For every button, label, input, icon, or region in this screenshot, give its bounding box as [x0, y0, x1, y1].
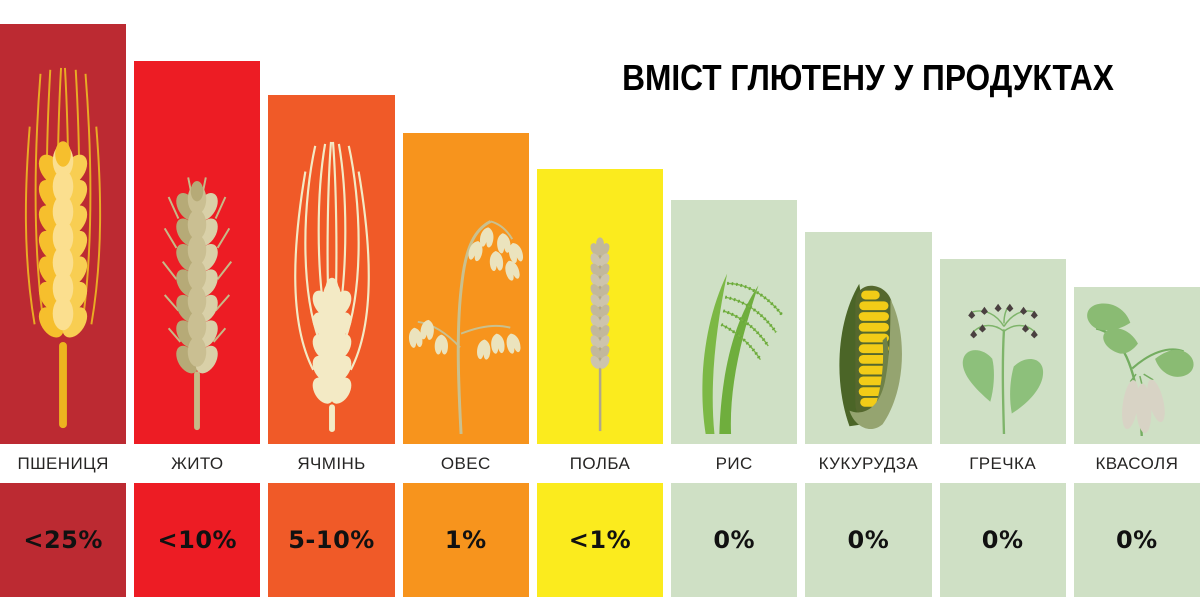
product-label: ОВЕС — [440, 453, 491, 473]
gluten-value-box: <10% — [134, 483, 261, 597]
gluten-bar — [671, 200, 798, 444]
gluten-value-box: 0% — [1073, 483, 1200, 597]
gluten-bar — [402, 133, 530, 444]
gluten-bar — [1073, 287, 1200, 444]
page-title: ВМІСТ ГЛЮТЕНУ У ПРОДУКТАХ — [622, 57, 1114, 98]
corn-icon — [805, 278, 932, 434]
gluten-value: 0% — [713, 526, 756, 554]
gluten-value: 0% — [847, 526, 890, 554]
gluten-value-box: 1% — [402, 483, 529, 597]
product-label: ГРЕЧКА — [969, 453, 1037, 473]
gluten-value: 1% — [444, 526, 487, 554]
product-label: КУКУРУДЗА — [818, 453, 919, 473]
product-label: ЯЧМІНЬ — [297, 453, 366, 473]
spelt-icon — [537, 234, 664, 434]
wheat-icon — [0, 62, 127, 434]
gluten-value: 0% — [981, 526, 1024, 554]
gluten-bar — [134, 61, 261, 444]
oats-icon — [402, 188, 530, 434]
gluten-bar — [805, 232, 932, 444]
gluten-bar — [939, 259, 1066, 444]
product-label: ПОЛБА — [569, 453, 631, 473]
product-column: ЖИТО <10% — [134, 0, 261, 600]
gluten-value-box: <1% — [536, 483, 664, 597]
rice-icon — [671, 258, 798, 434]
gluten-value-box: 0% — [939, 483, 1066, 597]
barley-icon — [267, 138, 395, 434]
gluten-value: <25% — [23, 526, 103, 554]
product-column: РИС 0% — [671, 0, 798, 600]
gluten-value-box: 5-10% — [268, 483, 395, 597]
product-column: ЯЧМІНЬ 5-10% — [267, 0, 395, 600]
gluten-value-box: 0% — [805, 483, 932, 597]
gluten-value: 0% — [1115, 526, 1158, 554]
gluten-value-box: <25% — [0, 483, 127, 597]
product-column: ПШЕНИЦЯ <25% — [0, 0, 127, 600]
buckwheat-icon — [939, 302, 1066, 434]
gluten-bar — [536, 169, 664, 444]
product-label: КВАСОЛЯ — [1095, 453, 1179, 473]
product-column: ГРЕЧКА 0% — [939, 0, 1066, 600]
gluten-value: <1% — [568, 526, 632, 554]
product-column: КУКУРУДЗА 0% — [805, 0, 932, 600]
product-column: ОВЕС 1% — [402, 0, 530, 600]
product-column: ПОЛБА <1% — [536, 0, 664, 600]
gluten-value: 5-10% — [288, 526, 375, 554]
rye-icon — [134, 150, 261, 434]
beans-icon — [1075, 298, 1199, 436]
gluten-bar — [267, 95, 395, 444]
product-column: КВАСОЛЯ 0% — [1073, 0, 1200, 600]
gluten-value-box: 0% — [671, 483, 798, 597]
product-label: ЖИТО — [171, 453, 224, 473]
product-label: ПШЕНИЦЯ — [17, 453, 109, 473]
product-label: РИС — [715, 453, 753, 473]
gluten-bar — [0, 24, 127, 444]
gluten-value: <10% — [157, 526, 238, 554]
